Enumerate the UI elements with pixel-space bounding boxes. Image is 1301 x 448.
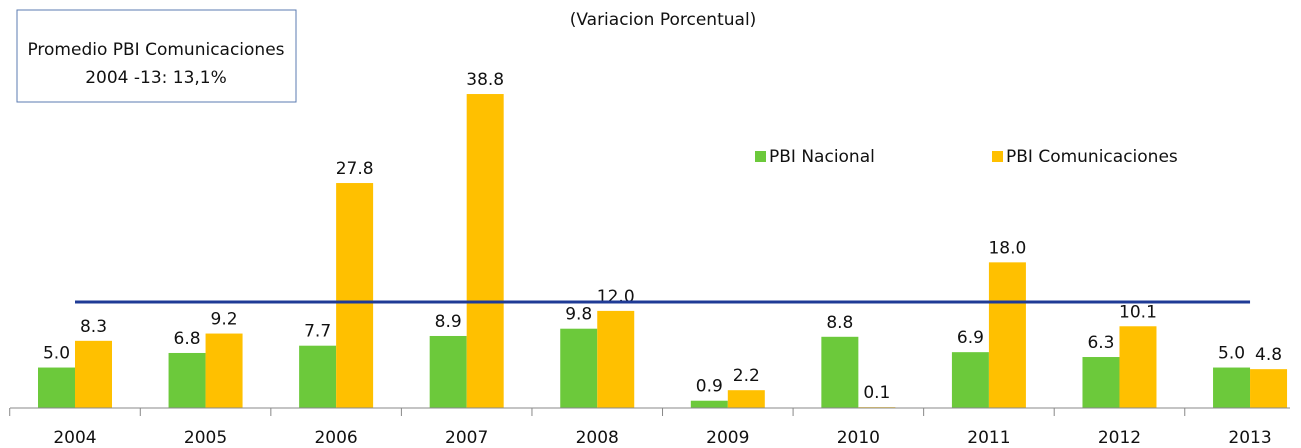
x-tick-label: 2008 — [576, 428, 619, 448]
bar — [560, 328, 598, 408]
data-label: 38.8 — [466, 70, 504, 90]
annotation: 2004 -13: 13,1% — [85, 68, 227, 88]
data-label: 8.3 — [80, 317, 107, 337]
bar — [1213, 367, 1251, 408]
data-label: 27.8 — [336, 159, 374, 179]
legend-label: PBI Nacional — [769, 147, 875, 167]
x-tick-label: 2013 — [1228, 428, 1271, 448]
data-label: 7.7 — [304, 322, 331, 342]
annotation: Promedio PBI Comunicaciones — [27, 40, 284, 60]
bar — [336, 183, 374, 408]
bar — [168, 352, 206, 408]
data-label: 8.9 — [435, 312, 462, 332]
data-label: 9.8 — [565, 305, 592, 325]
bar — [988, 262, 1026, 408]
legend-swatch — [992, 151, 1003, 162]
data-label: 12.0 — [597, 287, 635, 307]
bar — [299, 345, 337, 408]
legend-swatch — [755, 151, 766, 162]
bar — [597, 310, 635, 408]
data-label: 5.0 — [1218, 344, 1245, 364]
x-tick-label: 2011 — [967, 428, 1010, 448]
data-label: 2.2 — [733, 366, 760, 386]
data-label: 6.9 — [957, 328, 984, 348]
legend-label: PBI Comunicaciones — [1006, 147, 1178, 167]
bar — [1119, 326, 1157, 408]
bar — [727, 390, 765, 408]
bar — [690, 400, 728, 408]
bar — [1250, 369, 1288, 408]
bar — [75, 340, 112, 408]
x-tick-label: 2009 — [706, 428, 749, 448]
data-label: 18.0 — [988, 238, 1026, 258]
bar — [1082, 357, 1120, 408]
x-tick-label: 2007 — [445, 428, 488, 448]
bar — [821, 336, 859, 408]
bar — [429, 335, 467, 408]
x-tick-label: 2006 — [314, 428, 357, 448]
x-tick-label: 2004 — [53, 428, 96, 448]
data-label: 9.2 — [211, 310, 238, 330]
x-tick-label: 2012 — [1098, 428, 1141, 448]
data-label: 6.8 — [174, 329, 201, 349]
bar — [205, 333, 243, 408]
data-label: 10.1 — [1119, 302, 1157, 322]
data-label: 0.9 — [696, 377, 723, 397]
x-tick-label: 2010 — [837, 428, 880, 448]
data-label: 0.1 — [863, 383, 890, 403]
bar — [951, 352, 989, 408]
bar — [38, 367, 75, 408]
data-label: 6.3 — [1087, 333, 1114, 353]
annotation-box — [16, 9, 297, 103]
bar — [466, 94, 504, 409]
data-label: 8.8 — [826, 313, 853, 333]
chart-title: (Variacion Porcentual) — [570, 10, 757, 30]
data-label: 4.8 — [1255, 345, 1282, 365]
data-label: 5.0 — [43, 344, 70, 364]
x-tick-label: 2005 — [184, 428, 227, 448]
